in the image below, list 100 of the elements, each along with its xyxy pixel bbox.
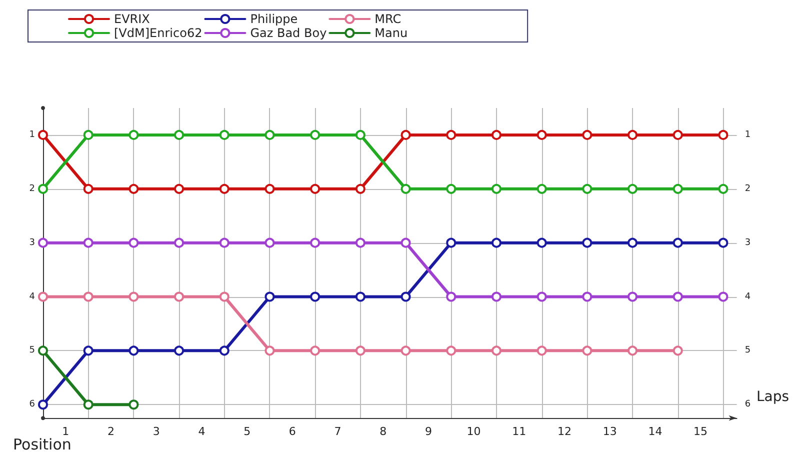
point (264, 130, 275, 140)
x-tick-label: 1 (62, 425, 70, 438)
point (672, 130, 683, 140)
point (491, 130, 502, 140)
y2-tick-label: 3 (744, 238, 751, 248)
point (355, 184, 366, 194)
point (38, 292, 48, 302)
point (582, 346, 592, 356)
point (400, 238, 411, 248)
y-axis-title: Position (13, 436, 72, 454)
x-tick-label: 5 (244, 425, 251, 438)
point (174, 184, 184, 194)
y2-tick-label: 2 (744, 184, 751, 194)
point (310, 346, 320, 356)
point (128, 184, 139, 194)
point (718, 130, 728, 140)
point (628, 184, 638, 194)
point (446, 292, 456, 302)
point (355, 292, 366, 302)
point (128, 130, 139, 140)
x-axis-title: Laps (756, 389, 790, 406)
legend-label: Philippe (250, 12, 298, 26)
point (491, 346, 502, 356)
x-tick-label: 7 (334, 425, 342, 438)
point (128, 346, 139, 356)
point (446, 346, 456, 356)
point (83, 238, 94, 248)
point (83, 130, 94, 140)
y-tick-label: 5 (29, 346, 35, 356)
point (174, 346, 184, 356)
x-tick-label: 6 (288, 425, 296, 438)
x-tick-label: 15 (694, 425, 708, 438)
point (582, 292, 592, 302)
point (718, 238, 728, 248)
x-tick-label: 13 (602, 425, 617, 438)
point (219, 292, 230, 302)
point (672, 184, 683, 194)
y2-tick-label: 5 (744, 346, 751, 356)
y2-tick-label: 6 (744, 400, 751, 410)
point (174, 238, 184, 248)
point (219, 130, 230, 140)
point (83, 292, 94, 302)
x-tick-label: 12 (557, 425, 572, 438)
x-tick-label: 14 (648, 425, 662, 438)
legend-label: Gaz Bad Boy (250, 26, 327, 40)
point (582, 130, 592, 140)
point (491, 184, 502, 194)
point (491, 238, 502, 248)
point (310, 130, 320, 140)
point (38, 130, 48, 140)
point (400, 184, 411, 194)
x-tick-label: 11 (512, 425, 526, 438)
point (264, 292, 275, 302)
point (310, 184, 320, 194)
legend-label: MRC (374, 12, 402, 26)
point (446, 130, 456, 140)
point (38, 400, 48, 410)
point (264, 238, 275, 248)
y-tick-label: 3 (29, 238, 35, 248)
point (400, 292, 411, 302)
point (128, 292, 139, 302)
point (83, 346, 94, 356)
point (672, 346, 683, 356)
point (536, 292, 547, 302)
x-tick-label: 8 (380, 425, 387, 438)
x-tick-label: 4 (198, 425, 206, 438)
y2-tick-label: 4 (744, 292, 751, 302)
point (38, 184, 48, 194)
point (38, 238, 48, 248)
point (310, 292, 320, 302)
point (128, 400, 139, 410)
point (628, 292, 638, 302)
y2-tick-label: 1 (744, 130, 751, 140)
point (219, 184, 230, 194)
point (718, 184, 728, 194)
point (446, 184, 456, 194)
legend-label: EVRIX (114, 12, 150, 26)
point (672, 292, 683, 302)
point (83, 184, 94, 194)
point (400, 346, 411, 356)
legend-label: [VdM]Enrico62 (114, 26, 202, 40)
x-tick-label: 3 (152, 425, 160, 438)
point (491, 292, 502, 302)
point (128, 238, 139, 248)
legend-label: Manu (374, 26, 408, 40)
point (628, 130, 638, 140)
point (219, 346, 230, 356)
point (310, 238, 320, 248)
y-tick-label: 1 (29, 130, 35, 140)
point (536, 238, 547, 248)
point (582, 238, 592, 248)
y-tick-label: 6 (29, 400, 36, 410)
point (536, 130, 547, 140)
point (628, 346, 638, 356)
point (264, 184, 275, 194)
point (446, 238, 456, 248)
point (718, 292, 728, 302)
point (174, 130, 184, 140)
y-tick-label: 4 (29, 292, 36, 302)
point (264, 346, 275, 356)
